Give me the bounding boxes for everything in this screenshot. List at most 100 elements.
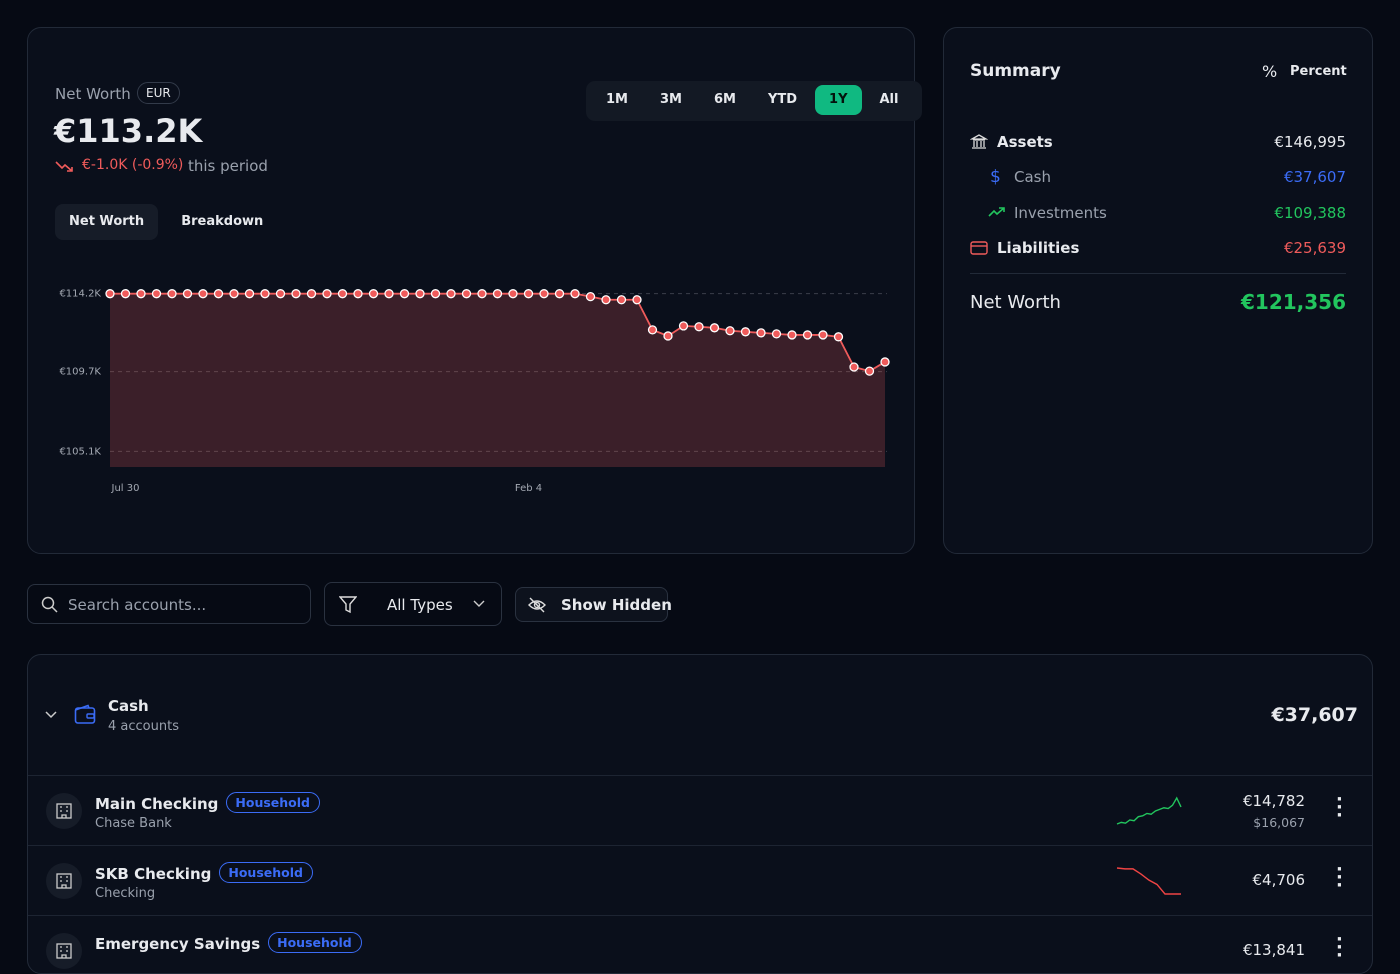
y-tick-label: €109.7K xyxy=(59,367,101,378)
point xyxy=(616,295,627,305)
point xyxy=(554,289,565,299)
point xyxy=(508,289,518,299)
chart: €105.1K €109.7K €114.2K Jul 30 Feb 4 xyxy=(59,289,890,494)
accounts-card: Cash 4 accounts €37,607 Main Checking Hou… xyxy=(27,654,1373,974)
point xyxy=(399,289,410,299)
menu[interactable]: · · · xyxy=(1336,859,1343,896)
point xyxy=(523,289,534,299)
y-tick-label: €105.1K xyxy=(59,446,101,457)
group-total: €37,607 xyxy=(1271,704,1358,726)
search-icon xyxy=(41,596,58,613)
point xyxy=(275,289,286,299)
sparkline xyxy=(1116,867,1181,895)
point xyxy=(818,330,828,340)
point xyxy=(182,289,193,299)
filter-label: All Types xyxy=(387,596,453,614)
building-icon xyxy=(56,873,72,889)
menu[interactable]: · · · xyxy=(1336,929,1343,966)
summary-title: Summary xyxy=(970,61,1061,81)
filter-icon xyxy=(339,596,357,614)
point xyxy=(353,289,363,299)
area xyxy=(110,293,885,467)
tag[interactable]: Household xyxy=(219,862,313,883)
summary-card: Summary % Percent Assets €146,995 $ Cash… xyxy=(943,27,1373,554)
range-button[interactable]: 6M xyxy=(713,92,736,107)
search[interactable]: Search accounts... xyxy=(27,584,311,624)
eye-off-icon xyxy=(528,597,546,613)
group-name: Cash xyxy=(108,697,149,715)
point xyxy=(632,295,642,305)
range-button[interactable]: 1M xyxy=(606,92,628,107)
account-name-text: SKB Checking xyxy=(95,865,212,883)
building-icon xyxy=(56,803,72,819)
x-tick-label: Jul 30 xyxy=(111,483,140,494)
account-row: SKB Checking Household Checking €4,706 · · · xyxy=(28,845,1372,915)
account-name: SKB Checking Household xyxy=(95,862,313,883)
row-value: €37,607 xyxy=(1283,168,1346,186)
point xyxy=(291,289,301,299)
account-name-text: Main Checking xyxy=(95,795,219,813)
point xyxy=(368,289,379,299)
type-filter[interactable]: All Types xyxy=(324,582,502,626)
account-name: Emergency Savings Household xyxy=(95,932,362,953)
collapse-chevron[interactable] xyxy=(45,711,57,719)
total-value: €121,356 xyxy=(1240,290,1346,314)
chevron xyxy=(473,600,485,607)
point xyxy=(771,329,782,339)
point xyxy=(740,327,751,337)
account-value: €4,706 xyxy=(1252,871,1306,889)
percent-icon: % xyxy=(1262,62,1278,81)
row-label: Investments xyxy=(1014,204,1107,222)
tab[interactable]: Breakdown xyxy=(181,214,264,229)
mode[interactable]: Percent xyxy=(1290,64,1347,79)
row-value: €109,388 xyxy=(1274,204,1346,222)
point xyxy=(833,332,844,342)
range-button[interactable]: YTD xyxy=(767,92,798,107)
range-button[interactable]: 3M xyxy=(659,92,682,107)
point xyxy=(880,357,890,367)
account-icon xyxy=(46,933,82,969)
menu[interactable]: · · · xyxy=(1336,789,1343,826)
sparkline-line xyxy=(1116,867,1181,895)
placeholder: Search accounts... xyxy=(68,596,207,614)
point xyxy=(492,289,503,299)
account-icon xyxy=(46,863,82,899)
point xyxy=(694,322,704,332)
row-label: Cash xyxy=(1014,168,1051,186)
point xyxy=(539,289,549,299)
point xyxy=(647,325,658,335)
y-tick-label: €114.2K xyxy=(59,289,101,300)
point xyxy=(477,289,487,299)
wallet-icon xyxy=(74,704,96,724)
point xyxy=(120,289,131,299)
account-value: €14,782 xyxy=(1242,792,1305,810)
point xyxy=(787,330,797,340)
point xyxy=(384,289,394,299)
building-icon xyxy=(56,943,72,959)
point xyxy=(151,289,162,299)
tab[interactable]: Net Worth xyxy=(55,204,159,240)
point xyxy=(105,289,115,299)
tag[interactable]: Household xyxy=(268,932,362,953)
point xyxy=(461,289,472,299)
account-row: Emergency Savings Household €13,841 · · · xyxy=(28,915,1372,973)
range-button[interactable]: All xyxy=(879,92,899,107)
range-button[interactable]: 1Y xyxy=(815,85,862,115)
point xyxy=(322,289,332,299)
point xyxy=(167,289,177,299)
point xyxy=(678,321,689,331)
point xyxy=(229,289,239,299)
net-worth-value: €113.2K xyxy=(54,112,203,150)
point xyxy=(213,289,224,299)
show-hidden[interactable]: Show Hidden xyxy=(515,587,672,622)
point xyxy=(709,323,720,333)
cash-icon: $ xyxy=(990,167,1001,187)
investments-icon xyxy=(988,207,1005,217)
point xyxy=(585,291,596,302)
point xyxy=(198,289,208,299)
currency[interactable]: EUR xyxy=(137,82,180,104)
point xyxy=(430,289,441,299)
page: Net Worth EUR €113.2K €-1.0K (-0.9%) thi… xyxy=(27,27,1373,974)
tag[interactable]: Household xyxy=(226,792,320,813)
point xyxy=(601,295,611,305)
